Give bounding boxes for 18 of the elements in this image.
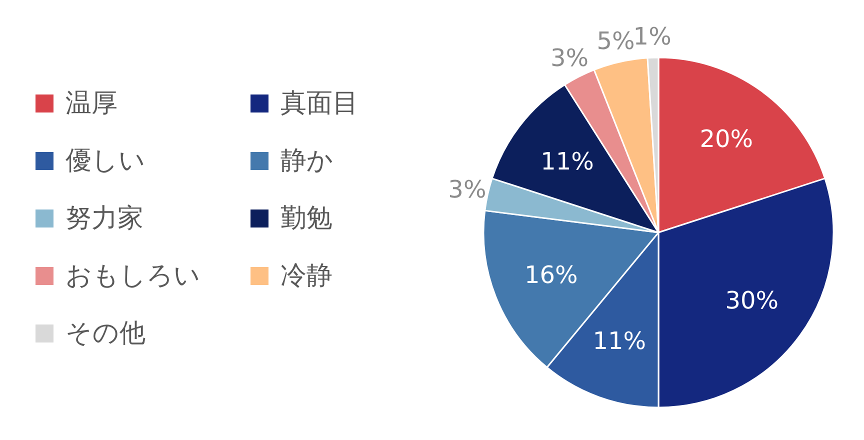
- legend-label: 努力家: [66, 204, 144, 234]
- data-label: 5%: [596, 27, 635, 56]
- legend-label: おもしろい: [66, 261, 200, 291]
- data-label: 3%: [448, 176, 486, 204]
- legend-label: 優しい: [66, 146, 146, 176]
- data-label: 20%: [700, 125, 754, 154]
- legend-label: 冷静: [280, 261, 332, 291]
- legend-label: 静か: [280, 146, 334, 176]
- data-label: 16%: [524, 261, 578, 290]
- legend-label: 真面目: [280, 88, 358, 118]
- legend-label: その他: [66, 318, 146, 348]
- legend-label: 勤勉: [280, 204, 332, 234]
- data-label: 30%: [725, 286, 779, 314]
- data-label: 11%: [540, 148, 594, 176]
- data-label: 3%: [550, 44, 589, 72]
- data-label: 1%: [633, 22, 672, 51]
- data-label: 11%: [592, 327, 646, 356]
- legend-label: 温厚: [66, 88, 118, 118]
